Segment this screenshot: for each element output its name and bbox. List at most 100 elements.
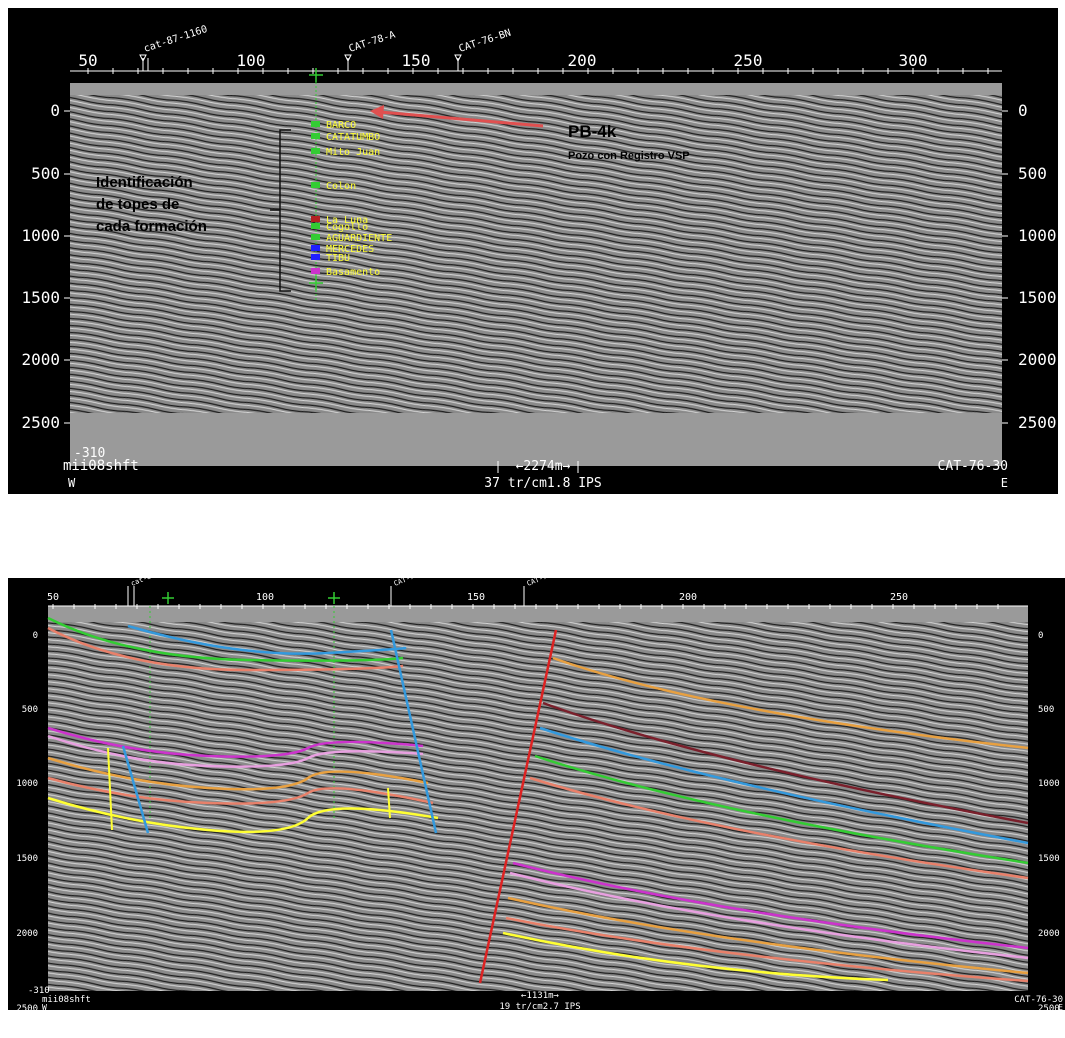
y-tick-label-left: 1500 bbox=[21, 288, 60, 307]
formation-marker bbox=[311, 121, 320, 127]
seismic-plot-top: 50 100 150 200 250 300 0 0 500 500 1000 1000 1500 150… bbox=[21, 24, 1057, 491]
well-cross-icon bbox=[309, 68, 323, 82]
y-tick-label-right: 0 bbox=[1038, 631, 1043, 641]
horizon-line bbox=[539, 726, 1029, 845]
y-tick-label-right: 1000 bbox=[1018, 226, 1057, 245]
x-tick-label: 100 bbox=[256, 592, 274, 603]
formation-top-label: La Luna bbox=[326, 215, 368, 226]
end-line-label: CAT-76-30 bbox=[938, 459, 1008, 474]
x-tick-label: 200 bbox=[679, 592, 697, 603]
annotation-line: de topes de bbox=[96, 196, 180, 213]
x-tick-label: 200 bbox=[568, 51, 597, 70]
horizon-line bbox=[47, 626, 404, 672]
horizon-line bbox=[505, 916, 1029, 983]
vsp-note-annotation: Pozo con Registro VSP bbox=[568, 150, 690, 162]
formation-top-label: TIBU bbox=[326, 253, 350, 264]
horizon-line bbox=[507, 896, 1029, 975]
scale-info-label: 37 tr/cm1.8 IPS bbox=[484, 476, 601, 491]
formation-top-label: Mito Juan bbox=[326, 147, 380, 158]
annotation-line: Identificación bbox=[96, 174, 193, 191]
formation-marker bbox=[311, 223, 320, 229]
y-tick-label-right: 1500 bbox=[1038, 854, 1060, 864]
horizon-line bbox=[512, 861, 1029, 950]
well-label: CAT-76-BN bbox=[458, 28, 513, 55]
end-line-label: CAT-76-30 bbox=[1014, 995, 1063, 1005]
annotation-line: cada formación bbox=[96, 218, 207, 235]
formation-top-label: CATATUMBO bbox=[326, 132, 380, 143]
y-tick-label-left: 500 bbox=[22, 705, 38, 715]
fault-line bbox=[107, 747, 113, 831]
seismic-section-top: 50 100 150 200 250 300 0 0 500 500 1000 1000 1500 150… bbox=[8, 8, 1058, 494]
horizon-line bbox=[47, 726, 424, 758]
x-tick-label: 50 bbox=[78, 51, 97, 70]
horizon-line bbox=[127, 624, 407, 655]
x-tick-label: 100 bbox=[237, 51, 266, 70]
east-label: E bbox=[1001, 476, 1008, 490]
y-tick-label-left: 2000 bbox=[21, 350, 60, 369]
y-tick-label-left: 0 bbox=[50, 101, 60, 120]
line-name-label: mii08shft bbox=[63, 458, 139, 474]
y-tick-label-left: 0 bbox=[33, 631, 38, 641]
y-tick-label-left: 500 bbox=[31, 164, 60, 183]
top-padding bbox=[48, 606, 1028, 622]
x-tick-label: 50 bbox=[47, 592, 59, 603]
y-tick-label-right: 1500 bbox=[1018, 288, 1057, 307]
x-tick-label: 150 bbox=[467, 592, 485, 603]
y-tick-label-left: 2500 bbox=[16, 1004, 38, 1010]
formation-top-label: MERCEDES bbox=[326, 244, 374, 255]
fault-line bbox=[389, 629, 438, 834]
horizon-line bbox=[47, 616, 404, 662]
formation-top-label: Basamento bbox=[326, 267, 380, 278]
horizon-line bbox=[529, 776, 1029, 880]
x-tick-label: 250 bbox=[734, 51, 763, 70]
tops-bracket bbox=[270, 129, 291, 292]
scale-bar-label: ←1131m→ bbox=[521, 991, 560, 1001]
formation-marker bbox=[311, 268, 320, 274]
well-name-annotation: PB-4k bbox=[568, 122, 617, 141]
horizon-line bbox=[47, 734, 424, 768]
formation-top-label: Cogollo bbox=[326, 222, 368, 233]
y-tick-label-right: 2000 bbox=[1038, 929, 1060, 939]
horizon-line bbox=[47, 756, 429, 791]
y-tick-label-left: 2500 bbox=[21, 413, 60, 432]
well-triangle bbox=[454, 54, 462, 63]
well-cross-icon bbox=[162, 592, 174, 604]
seismic-section-bottom: 50 100 150 200 250 0 0 500 500 1000 1000 1500 1500 20… bbox=[8, 578, 1065, 1010]
y-tick-label-right: 2000 bbox=[1018, 350, 1057, 369]
well-label: CAT-78-A bbox=[393, 578, 428, 588]
y-tick-label-right: 500 bbox=[1038, 705, 1054, 715]
west-label: W bbox=[68, 476, 76, 490]
fault-line bbox=[478, 629, 558, 984]
formation-top-label: BARCO bbox=[326, 120, 356, 131]
formation-marker bbox=[311, 148, 320, 154]
y-tick-label-right: 1000 bbox=[1038, 779, 1060, 789]
horizon-line bbox=[509, 871, 1029, 960]
well-cross-icon bbox=[328, 592, 340, 604]
seismic-data bbox=[70, 83, 1002, 413]
well-triangle bbox=[344, 54, 352, 63]
formation-marker bbox=[311, 216, 320, 222]
y-tick-label-right: 500 bbox=[1018, 164, 1047, 183]
y-tick-label-left: 1000 bbox=[21, 226, 60, 245]
y-tick-label-right: 2500 bbox=[1018, 413, 1057, 432]
red-arrowhead bbox=[370, 105, 384, 119]
horizon-line bbox=[502, 931, 889, 982]
well-label: CAT-76-BN bbox=[526, 578, 564, 588]
scale-bar-label: ←2274m→ bbox=[516, 459, 571, 474]
west-label: W bbox=[42, 1003, 47, 1010]
formation-marker bbox=[311, 234, 320, 240]
east-label: E bbox=[1058, 1003, 1063, 1010]
well-label: cat-87-1160 bbox=[143, 24, 209, 55]
red-arrow-line bbox=[379, 110, 544, 128]
fault-line bbox=[387, 787, 391, 819]
horizon-line bbox=[47, 776, 434, 805]
formation-top-label: AGUARDIENTE bbox=[326, 233, 392, 244]
horizon-line bbox=[542, 701, 1029, 825]
formation-marker bbox=[311, 245, 320, 251]
tops-identification-annotation: Identificación de topes de cada formació… bbox=[96, 172, 266, 238]
y-tick-label-left: 2000 bbox=[16, 929, 38, 939]
well-label: cat-87-1160 bbox=[130, 578, 176, 588]
well-cross-icon bbox=[309, 276, 323, 290]
y-tick-label-left: 1000 bbox=[16, 779, 38, 789]
